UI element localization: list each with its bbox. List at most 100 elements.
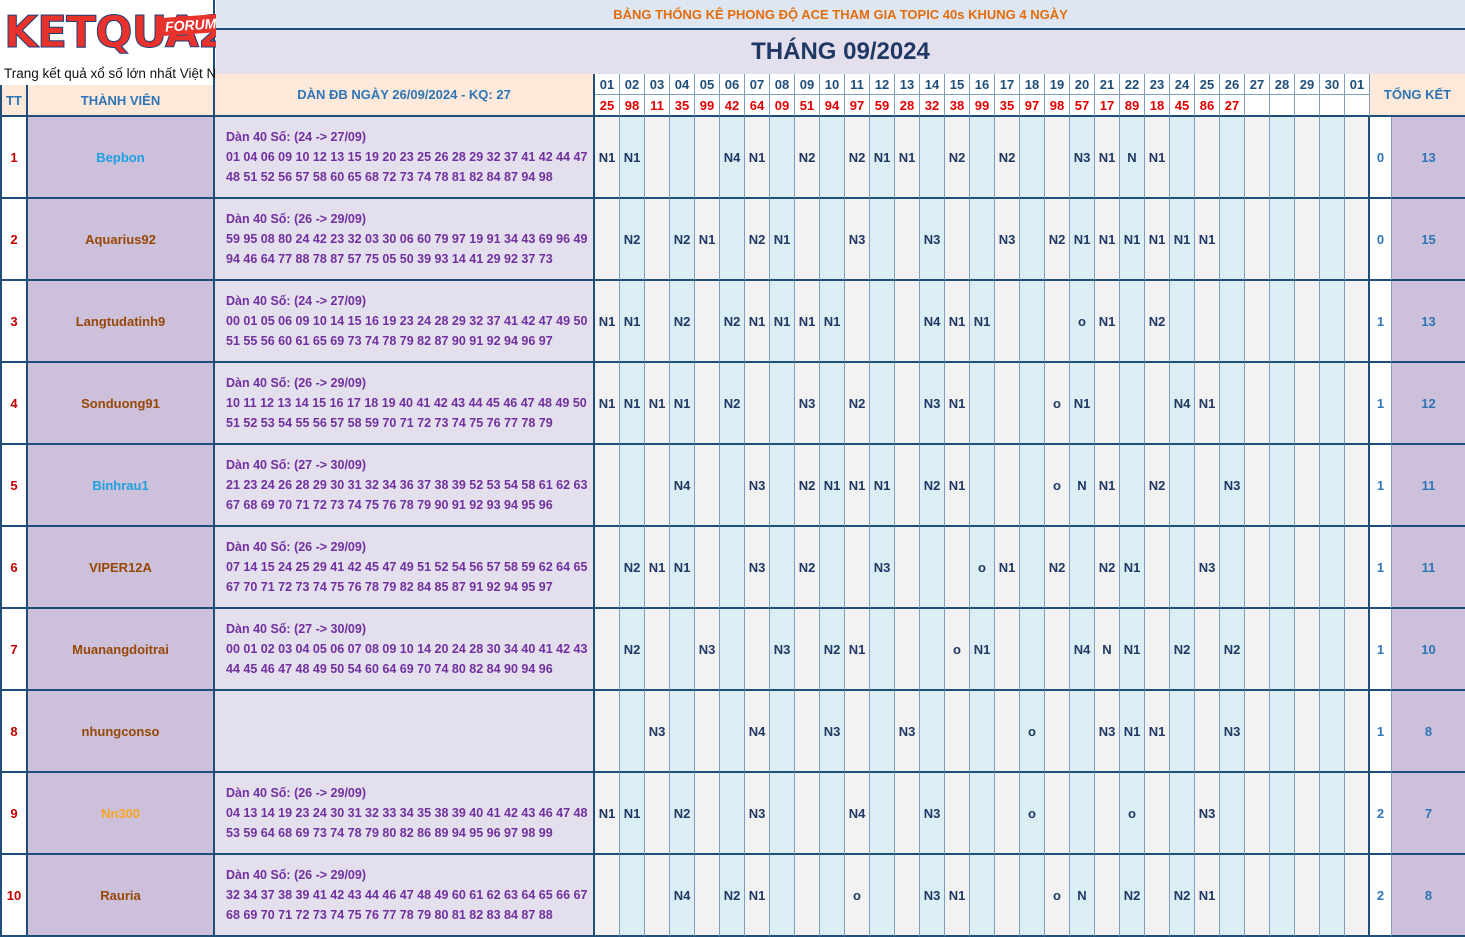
member-name[interactable]: Sonduong91 xyxy=(28,363,215,445)
dan-numbers: Dàn 40 Số: (24 -> 27/09) 00 01 05 06 09 1… xyxy=(215,281,595,363)
result-cell xyxy=(1170,117,1195,199)
result-cell: o xyxy=(1045,445,1070,527)
result-cell xyxy=(1220,773,1245,855)
result-cell xyxy=(1345,117,1370,199)
result-cell: N3 xyxy=(995,199,1020,281)
result-cell: N xyxy=(1120,117,1145,199)
result-cell: o xyxy=(1020,691,1045,773)
day-result: 57 xyxy=(1070,95,1095,117)
result-cell: N2 xyxy=(670,773,695,855)
result-cell xyxy=(895,199,920,281)
left-border xyxy=(0,85,2,937)
result-cell: N1 xyxy=(645,527,670,609)
summary-miss: 1 xyxy=(1368,445,1392,527)
result-cell xyxy=(645,445,670,527)
member-name[interactable]: Rauria xyxy=(28,855,215,937)
result-cell xyxy=(820,855,845,937)
summary-total: 7 xyxy=(1392,773,1465,855)
result-cell xyxy=(795,855,820,937)
result-cell xyxy=(1295,609,1320,691)
result-cell xyxy=(1345,199,1370,281)
result-cell: N1 xyxy=(870,117,895,199)
member-name[interactable]: Bepbon xyxy=(28,117,215,199)
day-number: 30 xyxy=(1320,74,1345,95)
result-cell xyxy=(1245,691,1270,773)
day-number: 15 xyxy=(945,74,970,95)
summary-miss: 1 xyxy=(1368,691,1392,773)
result-cell xyxy=(1295,691,1320,773)
result-cell: N1 xyxy=(770,199,795,281)
result-cell xyxy=(720,527,745,609)
result-cell xyxy=(1245,445,1270,527)
site-logo[interactable]: KETQUA2 FORUM Trang kết quả xổ số lớn nh… xyxy=(0,0,235,85)
day-result: 97 xyxy=(1020,95,1045,117)
result-cell xyxy=(1295,445,1320,527)
result-cell xyxy=(995,281,1020,363)
day-number: 24 xyxy=(1170,74,1195,95)
result-cell xyxy=(645,281,670,363)
day-result: 98 xyxy=(620,95,645,117)
result-cell xyxy=(770,773,795,855)
result-cell xyxy=(1095,363,1120,445)
result-cell: N2 xyxy=(995,117,1020,199)
header-tt: TT xyxy=(2,85,28,117)
member-name[interactable]: Langtudatinh9 xyxy=(28,281,215,363)
result-cell xyxy=(695,281,720,363)
result-cell: N2 xyxy=(1095,527,1120,609)
result-cell: N1 xyxy=(745,117,770,199)
result-cell xyxy=(595,199,620,281)
result-cell: N2 xyxy=(1220,609,1245,691)
result-cell xyxy=(995,609,1020,691)
result-cell xyxy=(1220,199,1245,281)
dan-numbers: Dàn 40 Số: (26 -> 29/09) 04 13 14 19 23 2… xyxy=(215,773,595,855)
member-name[interactable]: nhungconso xyxy=(28,691,215,773)
result-cell xyxy=(1245,199,1270,281)
result-cell: N3 xyxy=(645,691,670,773)
result-cell xyxy=(620,445,645,527)
result-cell: N2 xyxy=(1145,281,1170,363)
summary-miss: 0 xyxy=(1368,199,1392,281)
result-cell xyxy=(720,445,745,527)
member-name[interactable]: VIPER12A xyxy=(28,527,215,609)
result-cell: N3 xyxy=(745,445,770,527)
result-cell xyxy=(645,609,670,691)
result-cell: N1 xyxy=(1145,199,1170,281)
member-name[interactable]: Muanangdoitrai xyxy=(28,609,215,691)
result-cell xyxy=(845,691,870,773)
result-cell xyxy=(1245,117,1270,199)
summary-total: 12 xyxy=(1392,363,1465,445)
result-cell: N1 xyxy=(620,281,645,363)
result-cell xyxy=(970,691,995,773)
result-cell xyxy=(995,691,1020,773)
member-name[interactable]: Binhrau1 xyxy=(28,445,215,527)
result-cell xyxy=(1320,199,1345,281)
result-cell xyxy=(695,773,720,855)
result-cell xyxy=(970,773,995,855)
day-number: 22 xyxy=(1120,74,1145,95)
result-cell: N1 xyxy=(945,363,970,445)
member-name[interactable]: Nn300 xyxy=(28,773,215,855)
result-cell: N3 xyxy=(895,691,920,773)
day-number: 29 xyxy=(1295,74,1320,95)
result-cell xyxy=(770,363,795,445)
day-result: 99 xyxy=(970,95,995,117)
result-cell: N4 xyxy=(720,117,745,199)
dan-title: Dàn 40 Số: (26 -> 29/09) xyxy=(226,376,366,390)
result-cell: N1 xyxy=(1195,363,1220,445)
summary-total: 15 xyxy=(1392,199,1465,281)
result-cell: N3 xyxy=(770,609,795,691)
result-cell xyxy=(1045,117,1070,199)
result-cell xyxy=(1245,363,1270,445)
dan-title: Dàn 40 Số: (27 -> 30/09) xyxy=(226,458,366,472)
summary-total: 8 xyxy=(1392,855,1465,937)
result-cell xyxy=(1320,363,1345,445)
result-cell: N2 xyxy=(745,199,770,281)
dan-line2: 44 45 46 47 48 49 50 54 60 64 69 70 74 8… xyxy=(226,662,553,676)
result-cell: N3 xyxy=(1195,773,1220,855)
result-cell xyxy=(1345,445,1370,527)
result-cell xyxy=(795,609,820,691)
result-cell xyxy=(595,527,620,609)
dan-numbers: Dàn 40 Số: (24 -> 27/09) 01 04 06 09 10 1… xyxy=(215,117,595,199)
day-number: 10 xyxy=(820,74,845,95)
member-name[interactable]: Aquarius92 xyxy=(28,199,215,281)
